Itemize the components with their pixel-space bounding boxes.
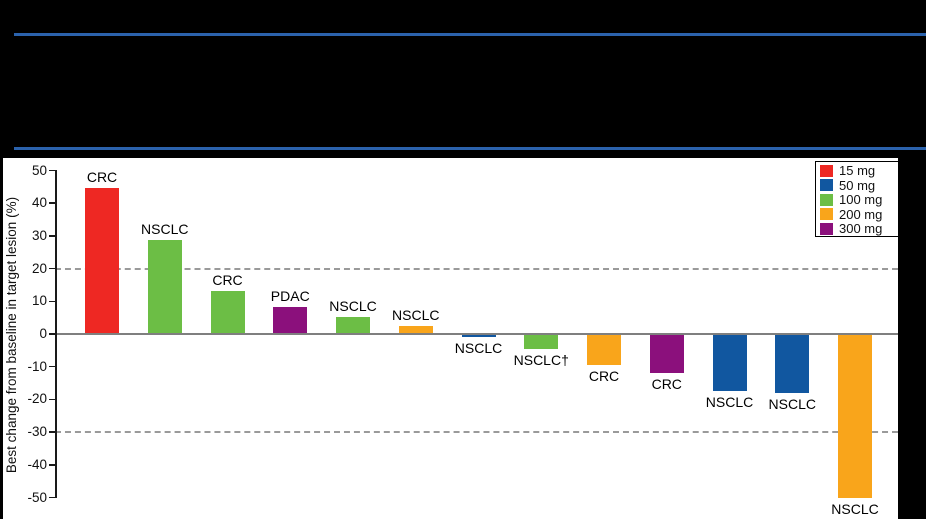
y-axis-tick: [49, 398, 55, 401]
bar-label: CRC: [86, 169, 118, 186]
bar: [147, 240, 182, 334]
bar-label: NSCLC: [392, 306, 440, 323]
legend-item-100-mg: 100 mg: [820, 193, 898, 208]
y-axis-tick: [49, 464, 55, 466]
waterfall-plot: CRC NSCLC CRC PDAC NSCLC NSCLC NSCLC NSCLC† CRC C…: [3, 158, 898, 519]
y-axis-tick-label: 40: [31, 195, 47, 211]
legend-item-50-mg: 50 mg: [820, 178, 898, 193]
divider-line-top: [14, 33, 926, 36]
y-axis-tick-label: 50: [31, 162, 47, 178]
legend-swatch-icon: [820, 179, 833, 192]
bar: [838, 334, 872, 498]
y-axis-tick-label: -30: [27, 424, 47, 440]
bar-label: NSCLC: [329, 297, 377, 314]
bar-label: CRC: [588, 368, 620, 385]
y-axis-tick: [49, 333, 55, 335]
y-axis-tick-label: 20: [31, 260, 47, 276]
y-axis-tick: [49, 202, 55, 204]
legend-swatch-icon: [820, 208, 833, 221]
zero-axis-line: [55, 333, 898, 335]
legend-item-300-mg: 300 mg: [820, 222, 898, 237]
reference-line--30: [55, 431, 898, 434]
bar: [210, 291, 245, 334]
bar: [649, 334, 684, 374]
divider-line-bottom: [14, 147, 926, 150]
reference-line-20: [55, 267, 898, 270]
legend-label: 50 mg: [839, 177, 876, 193]
bar: [712, 334, 747, 392]
legend-swatch-icon: [820, 222, 833, 235]
y-axis-tick: [49, 431, 55, 433]
y-axis-tick: [49, 496, 55, 499]
legend-item-15-mg: 15 mg: [820, 164, 898, 179]
bar: [398, 325, 433, 334]
bar-label: NSCLC: [141, 221, 189, 238]
y-axis-tick: [49, 235, 55, 237]
y-axis-tick: [49, 169, 55, 172]
y-axis-tick-label: -10: [27, 358, 47, 374]
y-axis-tick: [49, 300, 55, 303]
legend-swatch-icon: [820, 193, 833, 206]
bar-label: NSCLC: [454, 340, 503, 357]
bar-label: NSCLC: [705, 394, 754, 411]
bar: [273, 307, 308, 334]
bar-label: NSCLC: [831, 500, 879, 517]
y-axis-tick-label: 30: [31, 227, 47, 243]
y-axis-tick-label: 10: [31, 293, 47, 309]
bar: [775, 334, 810, 393]
y-axis-tick: [49, 365, 55, 368]
bar: [524, 334, 559, 349]
bar-label: NSCLC†: [513, 351, 569, 368]
bar: [461, 334, 496, 338]
legend-item-200-mg: 200 mg: [820, 207, 898, 222]
bar: [85, 188, 119, 334]
legend: 15 mg 50 mg 100 mg 200 mg 300 mg: [815, 161, 899, 237]
legend-label: 15 mg: [839, 163, 876, 179]
legend-label: 100 mg: [839, 192, 883, 208]
y-axis-tick-label: -40: [27, 456, 47, 472]
y-axis-tick: [49, 267, 55, 270]
y-axis-tick-label: 0: [39, 326, 47, 341]
top-banner: [0, 0, 926, 158]
bar: [587, 334, 621, 366]
y-axis-tick-label: -50: [27, 489, 47, 505]
bar-label: PDAC: [270, 288, 310, 305]
bar-label: CRC: [212, 272, 243, 289]
y-axis-line: [55, 169, 57, 499]
bar: [336, 316, 370, 334]
chart-panel: Best change from baseline in target lesi…: [3, 158, 899, 519]
legend-label: 300 mg: [839, 221, 883, 237]
bar-label: NSCLC: [768, 395, 816, 412]
bar-label: CRC: [651, 376, 682, 393]
legend-swatch-icon: [820, 164, 833, 177]
y-axis-tick-label: -20: [27, 391, 47, 407]
legend-label: 200 mg: [839, 206, 883, 222]
